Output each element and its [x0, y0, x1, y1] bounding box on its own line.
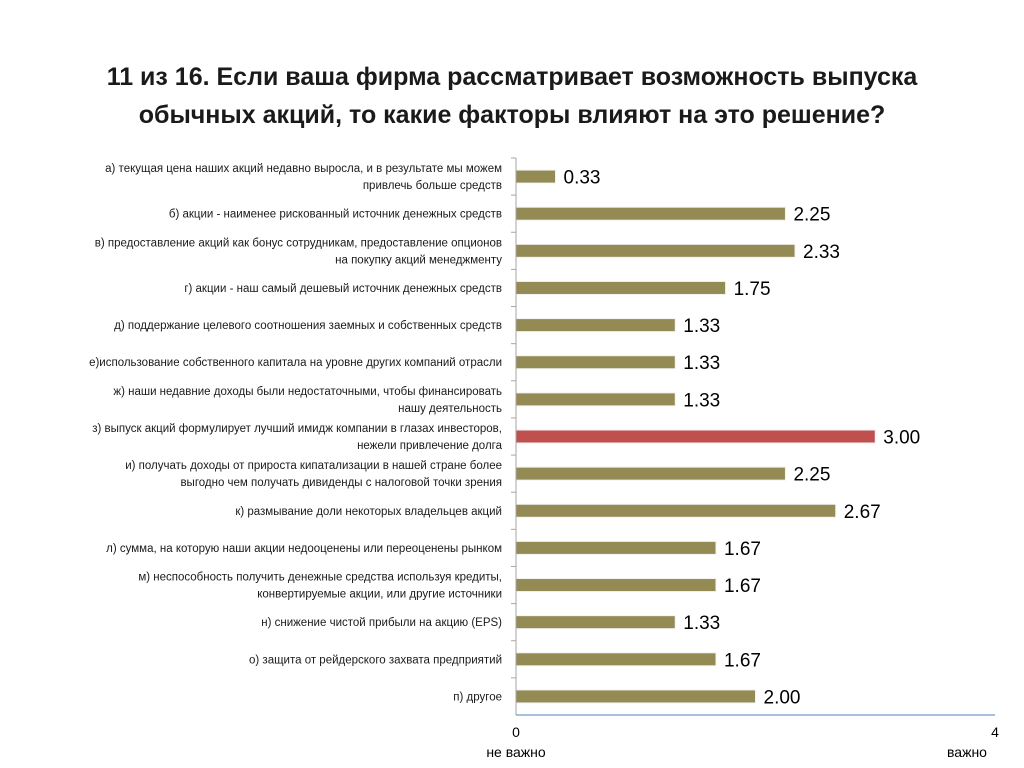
category-label: м) неспособность получить денежные средс…	[138, 572, 502, 601]
chart-title-line-2: обычных акций, то какие факторы влияют н…	[138, 101, 886, 129]
category-label: о) защита от рейдерского захвата предпри…	[249, 654, 502, 666]
category-label: б) акции - наименее рискованный источник…	[169, 209, 502, 221]
x-tick-label: 0	[512, 724, 520, 740]
x-tick-sublabel: не важно	[486, 744, 546, 760]
value-label: 1.33	[683, 316, 720, 337]
chart-title-line-1: 11 из 16. Если ваша фирма рассматривает …	[106, 63, 918, 91]
value-labels-group: 0.33 2.25 2.33 1.75 1.33 1.33 1.33 3.00 2.25 2.67…	[564, 168, 921, 709]
category-label-line: з) выпуск акций формулирует лучший имидж…	[92, 423, 502, 435]
category-label-line: м) неспособность получить денежные средс…	[138, 572, 502, 584]
bar	[515, 243, 796, 258]
bar	[515, 206, 786, 221]
bar	[515, 578, 717, 593]
category-label-line: в) предоставление акций как бонус сотруд…	[95, 237, 502, 249]
bar	[515, 540, 717, 555]
value-label: 1.67	[724, 576, 761, 597]
bar	[515, 169, 557, 184]
value-label: 3.00	[883, 428, 920, 449]
category-label: е)использование собственного капитала на…	[89, 357, 502, 369]
bar	[515, 503, 837, 518]
value-label: 0.33	[564, 168, 601, 189]
category-label-line: и) получать доходы от прироста кипатализ…	[125, 460, 502, 472]
category-label: л) сумма, на которую наши акции недооцен…	[106, 543, 502, 555]
bar	[515, 615, 676, 630]
bar	[515, 466, 786, 481]
category-label-line: нежели привлечение долга	[357, 440, 503, 452]
category-label-line: г) акции - наш самый дешевый источник де…	[184, 283, 502, 295]
category-label-line: на покупку акций менеджменту	[335, 254, 502, 266]
value-label: 2.67	[844, 502, 881, 523]
category-label: к) размывание доли некоторых владельцев …	[235, 506, 502, 518]
category-label-line: п) другое	[453, 691, 502, 703]
value-label: 1.67	[724, 650, 761, 671]
category-label-line: конвертируемые акции, или другие источни…	[257, 589, 502, 601]
bar	[515, 652, 717, 667]
chart-title: 11 из 16. Если ваша фирма рассматривает …	[40, 58, 984, 134]
bar	[515, 355, 676, 370]
x-tick-sublabel: важно	[947, 744, 987, 760]
value-label: 1.33	[683, 613, 720, 634]
category-label: ж) наши недавние доходы были недостаточн…	[113, 386, 502, 415]
category-label-line: л) сумма, на которую наши акции недооцен…	[106, 543, 502, 555]
bar	[515, 689, 756, 704]
category-label-line: нашу деятельность	[398, 403, 502, 415]
category-label-line: к) размывание доли некоторых владельцев …	[235, 506, 502, 518]
value-label: 1.75	[734, 279, 771, 300]
category-label-line: выгодно чем получать дивиденды с налогов…	[180, 477, 502, 489]
category-label-line: привлечь больше средств	[363, 180, 502, 192]
value-label: 2.25	[793, 465, 830, 486]
category-label-line: о) защита от рейдерского захвата предпри…	[249, 654, 502, 666]
category-label: н) снижение чистой прибыли на акцию (EPS…	[261, 617, 502, 629]
category-label: а) текущая цена наших акций недавно выро…	[105, 163, 502, 192]
category-label: в) предоставление акций как бонус сотруд…	[95, 237, 502, 266]
category-label-line: а) текущая цена наших акций недавно выро…	[105, 163, 502, 175]
category-labels-group: а) текущая цена наших акций недавно выро…	[89, 163, 503, 703]
category-label: д) поддержание целевого соотношения заем…	[114, 320, 502, 332]
category-label-line: д) поддержание целевого соотношения заем…	[114, 320, 502, 332]
bar-highlighted	[515, 429, 876, 444]
category-label-line: б) акции - наименее рискованный источник…	[169, 209, 502, 221]
value-label: 1.33	[683, 353, 720, 374]
bar	[515, 318, 676, 333]
value-label: 2.25	[793, 205, 830, 226]
category-label: г) акции - наш самый дешевый источник де…	[184, 283, 502, 295]
category-label-line: ж) наши недавние доходы были недостаточн…	[113, 386, 502, 398]
category-label-line: н) снижение чистой прибыли на акцию (EPS…	[261, 617, 502, 629]
bar	[515, 280, 727, 295]
category-label: и) получать доходы от прироста кипатализ…	[125, 460, 502, 489]
value-label: 2.33	[803, 242, 840, 263]
bar	[515, 392, 676, 407]
category-label: п) другое	[453, 691, 502, 703]
value-label: 2.00	[764, 687, 801, 708]
value-label: 1.33	[683, 390, 720, 411]
x-tick-label: 4	[991, 724, 999, 740]
category-label-line: е)использование собственного капитала на…	[89, 357, 502, 369]
value-label: 1.67	[724, 539, 761, 560]
category-label: з) выпуск акций формулирует лучший имидж…	[92, 423, 502, 452]
